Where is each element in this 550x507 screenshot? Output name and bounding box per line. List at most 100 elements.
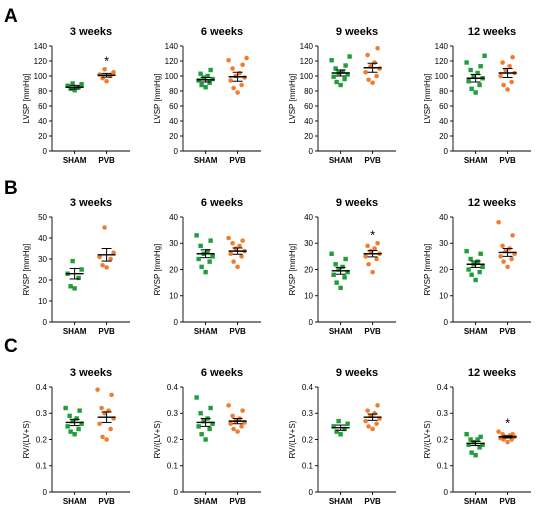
data-point-pvb (374, 73, 379, 79)
x-category-label: PVB (364, 156, 381, 165)
data-point-sham (201, 418, 206, 424)
y-tick-label: 30 (304, 239, 313, 248)
data-point-pvb (231, 85, 236, 91)
data-point-pvb (501, 82, 506, 88)
x-category-label: SHAM (63, 327, 87, 336)
x-category-label: SHAM (194, 497, 218, 506)
data-point-pvb (372, 246, 377, 251)
data-point-pvb (374, 256, 379, 262)
y-tick-label: 40 (38, 234, 47, 243)
data-point-pvb (228, 251, 233, 257)
y-axis-label: LVSP [mmHg] (423, 74, 432, 124)
data-point-pvb (102, 66, 107, 72)
y-tick-label: 10 (304, 292, 313, 301)
y-tick-label: 0 (309, 318, 314, 327)
chart-title: 12 weeks (468, 26, 516, 38)
data-point-pvb (111, 250, 116, 255)
chart-title: 12 weeks (468, 197, 516, 209)
x-category-label: PVB (98, 327, 115, 336)
y-tick-label: 0 (309, 147, 314, 156)
data-point-sham (70, 258, 75, 264)
x-category-label: PVB (499, 327, 516, 336)
y-axis-label: LVSP [mmHg] (22, 74, 31, 124)
data-point-sham (329, 251, 334, 256)
y-tick-label: 0 (174, 318, 179, 327)
data-point-sham (194, 233, 199, 238)
data-point-pvb (233, 246, 238, 251)
chart-c-2: 6 weeks 0 0.1 0.2 0.3 0.4 RV/(LV+S) SHAM PVB (153, 367, 261, 506)
y-tick-label: 0.3 (167, 409, 179, 418)
x-category-label: SHAM (329, 497, 353, 506)
data-point-sham (471, 73, 476, 79)
data-point-pvb (507, 63, 512, 69)
data-point-pvb (235, 90, 240, 95)
chart-b-2: 6 weeks 0 10 20 30 40 RVSP [mmHg] SHAM PVB (153, 197, 261, 336)
data-point-sham (466, 267, 471, 272)
chart-b-1: 3 weeks 0 10 20 30 40 50 RVSP [mmHg] SHAM PVB (22, 197, 130, 336)
y-tick-label: 120 (34, 57, 48, 66)
data-point-pvb (500, 60, 505, 65)
data-point-sham (469, 272, 474, 277)
data-point-pvb (375, 403, 380, 408)
data-point-pvb (108, 256, 113, 262)
data-point-sham (340, 264, 345, 270)
data-point-sham (77, 408, 82, 413)
data-point-pvb (237, 243, 242, 249)
data-point-pvb (244, 55, 249, 61)
y-tick-label: 60 (304, 102, 313, 111)
data-point-sham (342, 426, 347, 432)
x-category-label: SHAM (194, 327, 218, 336)
x-category-label: PVB (499, 156, 516, 165)
data-point-pvb (500, 243, 505, 249)
y-tick-label: 0 (43, 488, 48, 497)
data-point-sham (464, 432, 469, 437)
x-category-label: SHAM (464, 156, 488, 165)
y-tick-label: 10 (439, 292, 448, 301)
data-point-sham (198, 411, 203, 416)
data-point-sham (74, 416, 79, 421)
x-category-label: PVB (98, 156, 115, 165)
y-tick-label: 0.2 (167, 435, 179, 444)
data-point-sham (331, 424, 336, 429)
chart-title: 3 weeks (70, 26, 112, 38)
y-tick-label: 60 (169, 102, 178, 111)
data-point-pvb (228, 78, 233, 83)
data-point-pvb (374, 421, 379, 427)
data-point-sham (482, 53, 487, 58)
data-point-sham (70, 418, 75, 424)
y-tick-label: 0.2 (437, 435, 449, 444)
panel-letter-a: A (4, 6, 18, 27)
data-point-sham (207, 80, 212, 85)
data-point-pvb (370, 80, 375, 86)
data-point-sham (338, 285, 343, 291)
data-point-sham (331, 272, 336, 277)
data-point-sham (210, 421, 215, 426)
data-point-pvb (366, 424, 371, 429)
chart-a-2: 6 weeks 0 20 40 60 80 100 120 140 LVSP [mmHg] SHAM… (153, 26, 261, 165)
y-tick-label: 40 (439, 117, 448, 126)
data-point-sham (70, 81, 75, 86)
y-tick-label: 40 (439, 213, 448, 222)
y-tick-label: 0.2 (302, 435, 314, 444)
chart-title: 9 weeks (336, 197, 378, 209)
data-point-sham (336, 267, 341, 272)
data-point-sham (343, 256, 348, 262)
data-point-pvb (231, 259, 236, 264)
data-point-pvb (111, 69, 116, 75)
data-point-sham (473, 453, 478, 458)
x-category-label: SHAM (464, 327, 488, 336)
data-point-pvb (99, 405, 104, 411)
data-point-pvb (366, 77, 371, 83)
data-point-pvb (496, 219, 501, 225)
data-point-pvb (240, 62, 245, 68)
chart-title: 6 weeks (201, 367, 243, 379)
data-point-pvb (363, 69, 368, 75)
y-tick-label: 30 (38, 255, 47, 264)
data-point-sham (464, 60, 469, 65)
y-tick-label: 100 (165, 72, 179, 81)
y-tick-label: 20 (38, 276, 47, 285)
data-point-sham (473, 90, 478, 95)
data-point-sham (338, 432, 343, 437)
data-point-sham (76, 275, 81, 281)
data-point-sham (477, 82, 482, 88)
